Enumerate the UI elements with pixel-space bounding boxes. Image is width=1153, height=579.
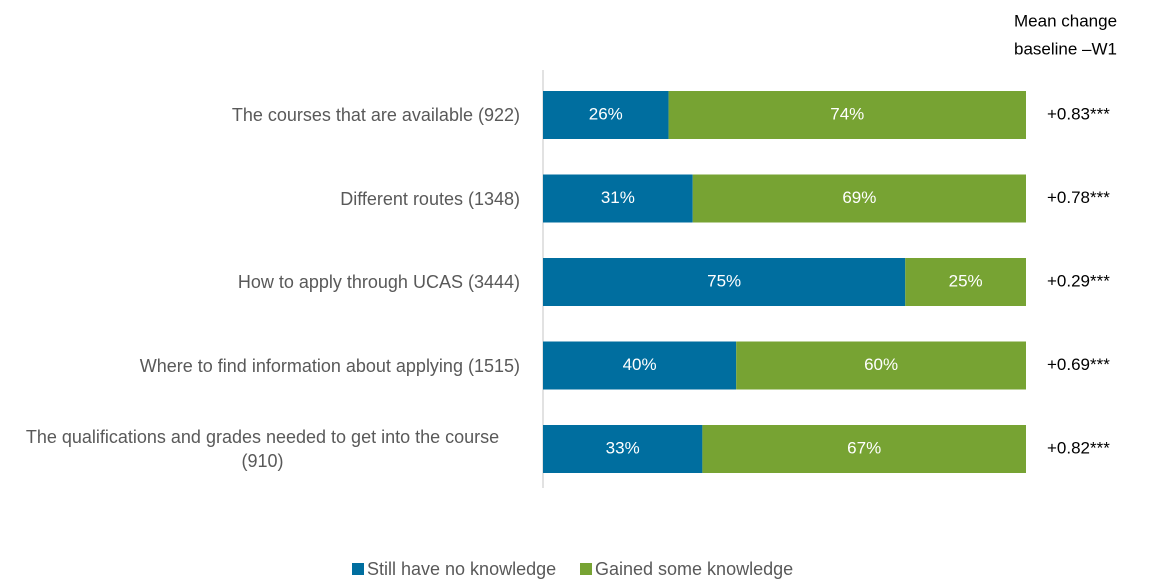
mean-change-label: +0.78*** — [1047, 188, 1110, 207]
legend-label: Still have no knowledge — [367, 559, 556, 579]
category-label: The qualifications and grades needed to … — [25, 427, 500, 471]
data-label: 74% — [830, 104, 864, 123]
bar-segment — [668, 91, 1026, 139]
bar-segment — [543, 425, 703, 473]
category-label: Different routes (1348) — [340, 188, 520, 209]
data-label: 60% — [864, 355, 898, 374]
mean-change-label: +0.82*** — [1047, 438, 1110, 457]
mean-change-label: +0.83*** — [1047, 104, 1110, 123]
mean-change-title: baseline –W1 — [1014, 39, 1117, 58]
data-label: 67% — [847, 438, 881, 457]
data-label: 31% — [601, 188, 635, 207]
data-label: 75% — [707, 271, 741, 290]
data-label: 40% — [623, 355, 657, 374]
mean-change-label: +0.29*** — [1047, 271, 1110, 290]
bar-segment — [543, 341, 737, 390]
legend-swatch — [352, 563, 364, 575]
bar-segment — [692, 174, 1026, 223]
data-label: 26% — [589, 104, 623, 123]
mean-change-title: Mean change — [1014, 11, 1117, 30]
bar-segment — [702, 425, 1026, 473]
legend-label: Gained some knowledge — [595, 559, 793, 579]
mean-change-label: +0.69*** — [1047, 355, 1110, 374]
data-label: 33% — [606, 438, 640, 457]
data-label: 25% — [949, 271, 983, 290]
bar-segment — [905, 258, 1026, 306]
bar-segment — [543, 91, 669, 139]
data-label: 69% — [842, 188, 876, 207]
category-label: Where to find information about applying… — [139, 355, 520, 376]
category-label: How to apply through UCAS (3444) — [237, 272, 520, 292]
bar-segment — [543, 174, 693, 223]
category-label: The courses that are available (922) — [231, 105, 520, 125]
bar-segment — [543, 258, 906, 306]
legend-swatch — [580, 563, 592, 575]
bar-segment — [736, 341, 1026, 390]
